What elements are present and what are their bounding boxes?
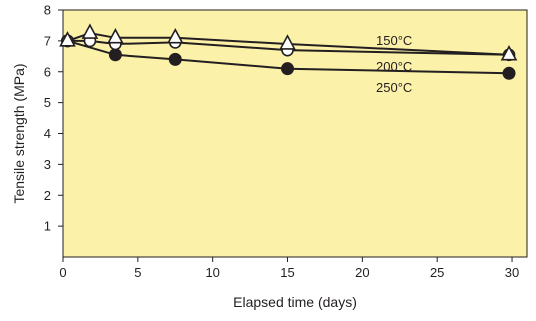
triangle-marker — [107, 28, 124, 44]
triangle-marker — [500, 45, 518, 61]
x-tick-label: 15 — [280, 265, 294, 280]
filled-circle-marker — [281, 62, 295, 76]
x-tick-label: 25 — [430, 265, 444, 280]
series-label: 150°C — [376, 33, 412, 48]
series-label: 200°C — [376, 59, 412, 74]
x-tick-label: 30 — [505, 265, 519, 280]
y-tick-label: 4 — [44, 126, 51, 141]
triangle-marker — [166, 28, 184, 44]
x-tick-label: 20 — [355, 265, 369, 280]
filled-circle-marker — [108, 48, 122, 62]
triangle-marker — [59, 31, 76, 47]
x-tick-label: 0 — [59, 265, 66, 280]
y-tick-label: 2 — [44, 188, 51, 203]
y-axis-title: Tensile strength (MPa) — [11, 63, 27, 203]
triangle-marker — [81, 23, 99, 39]
x-axis-title: Elapsed time (days) — [233, 294, 357, 310]
y-tick-label: 3 — [44, 157, 51, 172]
y-tick-label: 6 — [44, 64, 51, 79]
y-tick-label: 7 — [44, 33, 51, 48]
x-tick-label: 5 — [134, 265, 141, 280]
triangle-marker — [279, 34, 296, 50]
filled-circle-marker — [168, 52, 182, 66]
series-label: 250°C — [376, 80, 412, 95]
x-tick-label: 10 — [205, 265, 219, 280]
y-tick-label: 5 — [44, 95, 51, 110]
y-tick-label: 8 — [44, 3, 51, 18]
plot-background — [62, 9, 528, 258]
filled-circle-marker — [502, 66, 516, 80]
y-tick-label: 1 — [44, 219, 51, 234]
